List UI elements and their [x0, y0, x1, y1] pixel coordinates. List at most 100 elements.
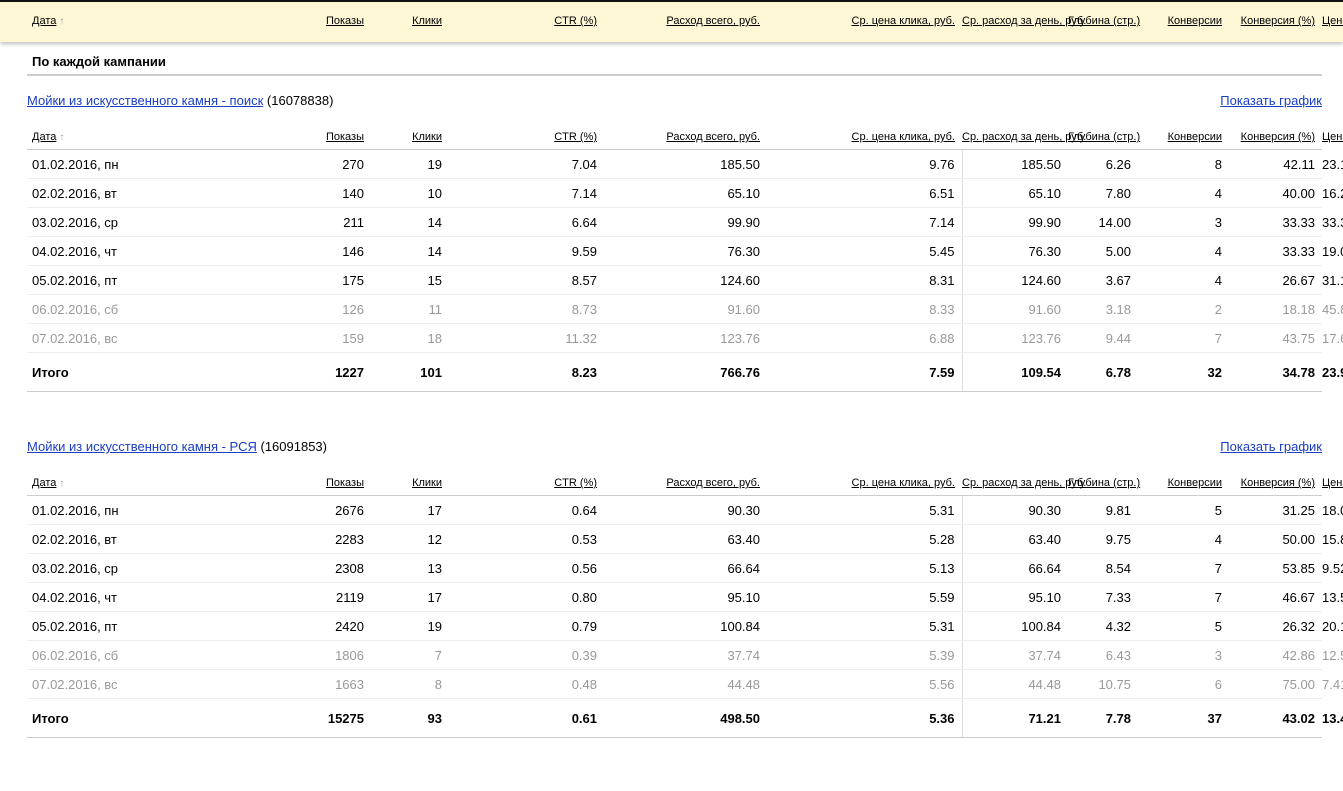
table-row: 02.02.2016, вт 2283 12 0.53 63.40 5.28 63.40 9.… — [27, 524, 1343, 554]
column-header-label[interactable]: Показы — [325, 477, 364, 489]
column-header[interactable]: Конверсия (%) — [1229, 125, 1322, 150]
column-header-label[interactable]: Конверсия (%) — [1240, 15, 1315, 27]
column-header-label[interactable]: Конверсия (%) — [1240, 131, 1315, 143]
table-cell: 1227 — [308, 352, 371, 392]
column-header[interactable]: Расход всего, руб. — [604, 125, 767, 150]
column-header[interactable]: CTR (%) — [449, 125, 604, 150]
table-cell: 7 — [1138, 582, 1229, 612]
column-header-label[interactable]: Конверсии — [1167, 15, 1222, 27]
column-header[interactable]: Конверсия (%) — [1229, 12, 1322, 30]
column-header-label[interactable]: Глубина (стр.) — [1068, 131, 1141, 143]
table-cell: 15275 — [308, 698, 371, 738]
column-header-label[interactable]: Расход всего, руб. — [666, 477, 760, 489]
table-cell: 101 — [371, 352, 449, 392]
show-graph-link[interactable]: Показать график — [1220, 93, 1322, 108]
column-header-label[interactable]: Глубина (стр.) — [1068, 15, 1141, 27]
column-header-label[interactable]: Ср. расход за день, руб. — [962, 131, 1087, 143]
table-cell: 63.40 — [604, 524, 767, 554]
table-cell: 19 — [371, 611, 449, 641]
column-header-label[interactable]: Конверсия (%) — [1240, 477, 1315, 489]
table-cell: 14.00 — [1068, 207, 1138, 237]
column-header[interactable]: Расход всего, руб. — [604, 471, 767, 496]
column-header-label[interactable]: CTR (%) — [554, 131, 597, 143]
column-header[interactable]: CTR (%) — [449, 12, 604, 30]
column-header[interactable]: Показы — [308, 125, 371, 150]
table-cell: 7.59 — [767, 352, 962, 392]
column-header-label[interactable]: Ср. расход за день, руб. — [962, 15, 1087, 27]
column-header[interactable]: Конверсии — [1138, 471, 1229, 496]
column-header[interactable]: Конверсии — [1138, 12, 1229, 30]
table-cell: 3.67 — [1068, 265, 1138, 295]
column-header[interactable]: Глубина (стр.) — [1068, 125, 1141, 150]
column-header[interactable]: Ср. цена клика, руб. — [767, 471, 962, 496]
column-header[interactable]: Конверсия (%) — [1229, 471, 1322, 496]
table-cell: 90.30 — [961, 495, 1068, 525]
column-header[interactable]: Дата ↑ — [27, 471, 308, 496]
table-row: 01.02.2016, пн 270 19 7.04 185.50 9.76 185.50 6… — [27, 149, 1343, 179]
column-header[interactable]: Клики — [371, 12, 449, 30]
table-cell: 10 — [371, 178, 449, 208]
column-header[interactable]: Ср. расход за день, руб. — [962, 12, 1086, 30]
column-header[interactable]: Клики — [371, 471, 449, 496]
table-cell: 76.30 — [961, 236, 1068, 266]
table-cell: 7 — [371, 640, 449, 670]
campaign-stats-table: Дата ↑ Показы Клики CTR (%) Расход всего, руб… — [27, 125, 1343, 392]
column-header[interactable]: Конверсии — [1138, 125, 1229, 150]
column-header-label[interactable]: Клики — [412, 477, 442, 489]
column-header-label[interactable]: Конверсии — [1167, 131, 1222, 143]
table-cell: 5.39 — [767, 640, 962, 670]
table-cell: 9.44 — [1068, 323, 1138, 353]
column-header-label[interactable]: Конверсии — [1167, 477, 1222, 489]
column-header-label[interactable]: CTR (%) — [554, 15, 597, 27]
column-header-label[interactable]: Ср. цена клика, руб. — [851, 15, 955, 27]
column-header[interactable]: CTR (%) — [449, 471, 604, 496]
column-header[interactable]: Показы — [308, 471, 371, 496]
column-header[interactable]: Ср. расход за день, руб. — [962, 125, 1086, 150]
campaign-link[interactable]: Мойки из искусственного камня - поиск — [27, 93, 264, 108]
table-header-row: Дата ↑ Показы Клики CTR (%) Расход всего, руб… — [27, 125, 1343, 150]
column-header-label[interactable]: Глубина (стр.) — [1068, 477, 1141, 489]
table-cell: 270 — [308, 149, 371, 179]
table-cell: 9.76 — [767, 149, 962, 179]
column-header-label[interactable]: Цена цели, руб. — [1322, 131, 1343, 143]
table-cell: 12 — [371, 524, 449, 554]
table-cell: 37.74 — [604, 640, 767, 670]
column-header[interactable]: Глубина (стр.) — [1068, 471, 1141, 496]
show-graph-link[interactable]: Показать график — [1220, 439, 1322, 454]
column-header-label[interactable]: Расход всего, руб. — [666, 131, 760, 143]
column-header[interactable]: Ср. цена клика, руб. — [767, 12, 962, 30]
column-header[interactable]: Ср. расход за день, руб. — [962, 471, 1086, 496]
table-cell: 2283 — [308, 524, 371, 554]
column-header-label[interactable]: Дата — [32, 15, 57, 27]
column-header-label[interactable]: Цена цели, руб. — [1322, 477, 1343, 489]
column-header-label[interactable]: Ср. расход за день, руб. — [962, 477, 1087, 489]
table-row: 02.02.2016, вт 140 10 7.14 65.10 6.51 65.10 7.8… — [27, 178, 1343, 208]
column-header[interactable]: Дата ↑ — [27, 125, 308, 150]
column-header-label[interactable]: CTR (%) — [554, 477, 597, 489]
column-header-label[interactable]: Клики — [412, 15, 442, 27]
column-header-label[interactable]: Расход всего, руб. — [666, 15, 760, 27]
campaign-link[interactable]: Мойки из искусственного камня - РСЯ — [27, 439, 257, 454]
column-header[interactable]: Глубина (стр.) — [1068, 12, 1141, 30]
table-cell: 66.64 — [961, 553, 1068, 583]
column-header-label[interactable]: Дата — [32, 477, 57, 489]
column-header-label[interactable]: Клики — [412, 131, 442, 143]
table-cell: 6.88 — [767, 323, 962, 353]
table-cell: 7.33 — [1068, 582, 1138, 612]
table-cell: 37.74 — [961, 640, 1068, 670]
table-cell: Итого — [27, 698, 308, 738]
column-header[interactable]: Дата ↑ — [27, 12, 308, 30]
column-header-label[interactable]: Дата — [32, 131, 57, 143]
column-header[interactable]: Расход всего, руб. — [604, 12, 767, 30]
column-header-label[interactable]: Показы — [325, 15, 364, 27]
table-cell: 2308 — [308, 553, 371, 583]
column-header[interactable]: Клики — [371, 125, 449, 150]
column-header-label[interactable]: Показы — [325, 131, 364, 143]
table-cell: 75.00 — [1229, 669, 1322, 699]
column-header-label[interactable]: Ср. цена клика, руб. — [851, 131, 955, 143]
column-header-label[interactable]: Цена цели, руб. — [1322, 15, 1343, 27]
column-header-label[interactable]: Ср. цена клика, руб. — [851, 477, 955, 489]
column-header[interactable]: Показы — [308, 12, 371, 30]
table-cell: 8 — [371, 669, 449, 699]
column-header[interactable]: Ср. цена клика, руб. — [767, 125, 962, 150]
